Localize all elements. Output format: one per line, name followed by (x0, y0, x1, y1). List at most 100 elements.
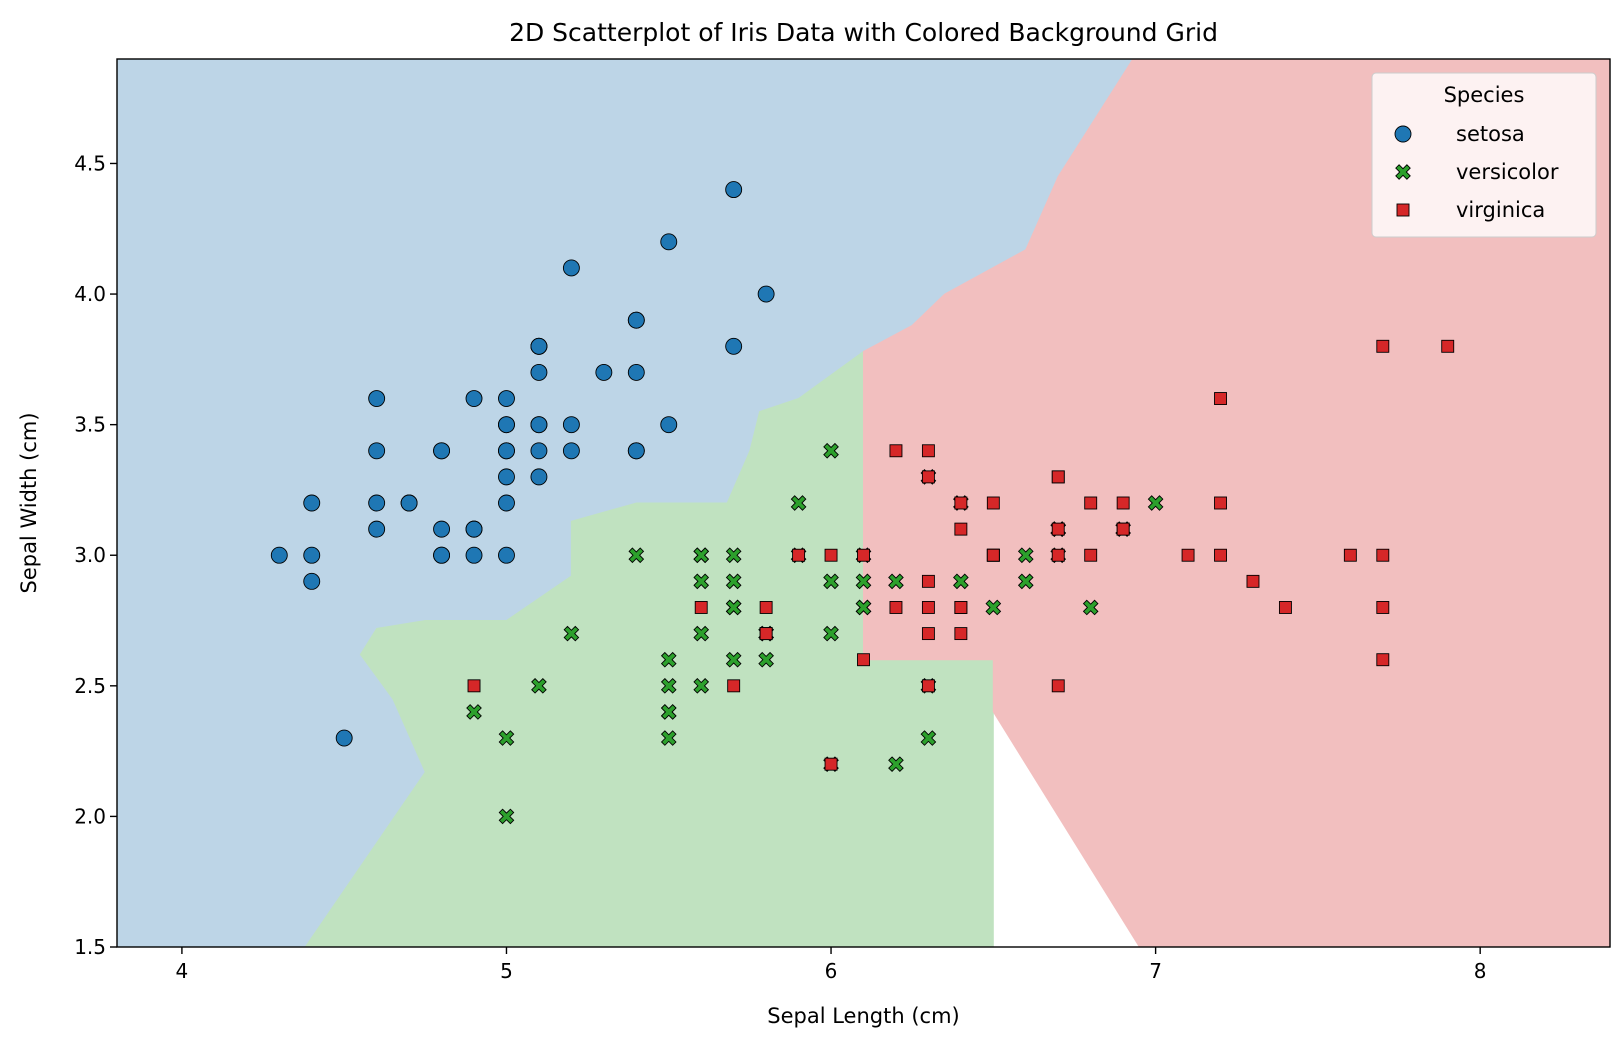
point-virginica (1343, 548, 1357, 562)
point-versicolor (920, 730, 937, 746)
point-virginica (1084, 496, 1098, 510)
point-virginica (792, 548, 806, 562)
legend-marker-setosa (1394, 125, 1412, 143)
point-virginica (824, 548, 838, 562)
y-tick-label: 4.0 (74, 282, 106, 306)
y-tick-label: 1.5 (74, 935, 106, 959)
point-virginica (1376, 548, 1390, 562)
point-virginica (1051, 548, 1065, 562)
legend-marker-versicolor (1395, 164, 1411, 180)
point-setosa (433, 442, 451, 460)
legend-box (1371, 72, 1597, 238)
point-versicolor (1017, 547, 1034, 564)
point-setosa (335, 729, 353, 747)
point-versicolor (498, 730, 515, 746)
point-virginica (921, 444, 935, 458)
point-setosa (303, 494, 321, 512)
point-setosa (627, 311, 645, 329)
y-axis-label: Sepal Width (cm) (17, 412, 41, 593)
point-setosa (400, 494, 418, 512)
point-setosa (433, 520, 451, 538)
point-versicolor (855, 599, 872, 616)
point-virginica (954, 496, 968, 510)
point-virginica (954, 627, 968, 641)
point-versicolor (725, 651, 742, 668)
decision-region-layer (117, 59, 1610, 947)
point-virginica (1246, 574, 1260, 588)
point-versicolor (823, 573, 839, 590)
point-versicolor (498, 808, 515, 825)
legend-title: Species (1444, 83, 1525, 107)
point-virginica (1051, 522, 1065, 536)
point-virginica (1116, 522, 1130, 536)
point-setosa (725, 181, 743, 199)
point-versicolor (693, 547, 710, 564)
point-virginica (954, 522, 968, 536)
point-virginica (727, 679, 741, 693)
point-setosa (627, 442, 645, 460)
legend-item-virginica: virginica (1396, 198, 1545, 222)
data-points-layer (270, 181, 1455, 825)
chart-title: 2D Scatterplot of Iris Data with Colored… (509, 18, 1218, 47)
point-setosa (303, 546, 321, 564)
point-setosa (595, 363, 613, 381)
point-versicolor (1017, 573, 1034, 590)
point-virginica (954, 601, 968, 614)
point-virginica (1181, 548, 1195, 562)
y-tick-label: 2.0 (74, 804, 106, 828)
point-setosa (725, 337, 743, 355)
point-setosa (660, 233, 678, 251)
point-setosa (498, 416, 515, 434)
point-virginica (889, 601, 903, 614)
y-tick-label: 4.5 (74, 151, 106, 175)
x-tick-label: 8 (1474, 959, 1487, 983)
point-versicolor (466, 704, 482, 720)
series-virginica (467, 339, 1455, 771)
point-virginica (921, 679, 935, 693)
point-versicolor (660, 704, 677, 720)
axis-ticks: 4 5 6 7 8 1.5 2.0 2.5 3.0 3.5 4.0 4.5 (74, 151, 1486, 983)
point-virginica (889, 444, 903, 458)
point-setosa (562, 442, 580, 460)
point-virginica (759, 627, 773, 641)
point-virginica (1116, 496, 1130, 510)
point-setosa (465, 520, 483, 538)
point-virginica (1084, 548, 1098, 562)
point-setosa (530, 363, 548, 381)
point-versicolor (531, 677, 547, 694)
point-versicolor (693, 573, 710, 590)
point-virginica (1376, 339, 1390, 353)
point-virginica (1051, 470, 1065, 484)
point-virginica (921, 470, 935, 484)
point-virginica (921, 574, 935, 588)
point-virginica (1214, 548, 1227, 562)
region-virginica (863, 59, 1610, 947)
point-setosa (757, 285, 775, 303)
point-setosa (498, 546, 515, 564)
point-versicolor (693, 677, 710, 694)
point-setosa (368, 442, 386, 460)
point-setosa (498, 494, 515, 512)
point-virginica (1214, 496, 1227, 510)
point-versicolor (563, 625, 580, 642)
point-setosa (303, 572, 321, 590)
series-setosa (270, 181, 775, 747)
point-virginica (1376, 601, 1390, 614)
x-tick-label: 4 (176, 959, 189, 983)
point-virginica (1376, 653, 1390, 667)
y-tick-label: 2.5 (74, 674, 106, 698)
point-versicolor (725, 599, 742, 616)
point-setosa (530, 416, 548, 434)
point-versicolor (725, 547, 742, 564)
point-virginica (857, 653, 870, 667)
point-versicolor (660, 677, 677, 694)
point-versicolor (1147, 495, 1164, 511)
point-versicolor (888, 756, 904, 773)
point-setosa (562, 416, 580, 434)
legend-marker-virginica (1396, 203, 1410, 217)
point-virginica (467, 679, 481, 693)
point-setosa (465, 546, 483, 564)
legend-item-versicolor: versicolor (1395, 160, 1559, 184)
point-versicolor (628, 547, 645, 564)
